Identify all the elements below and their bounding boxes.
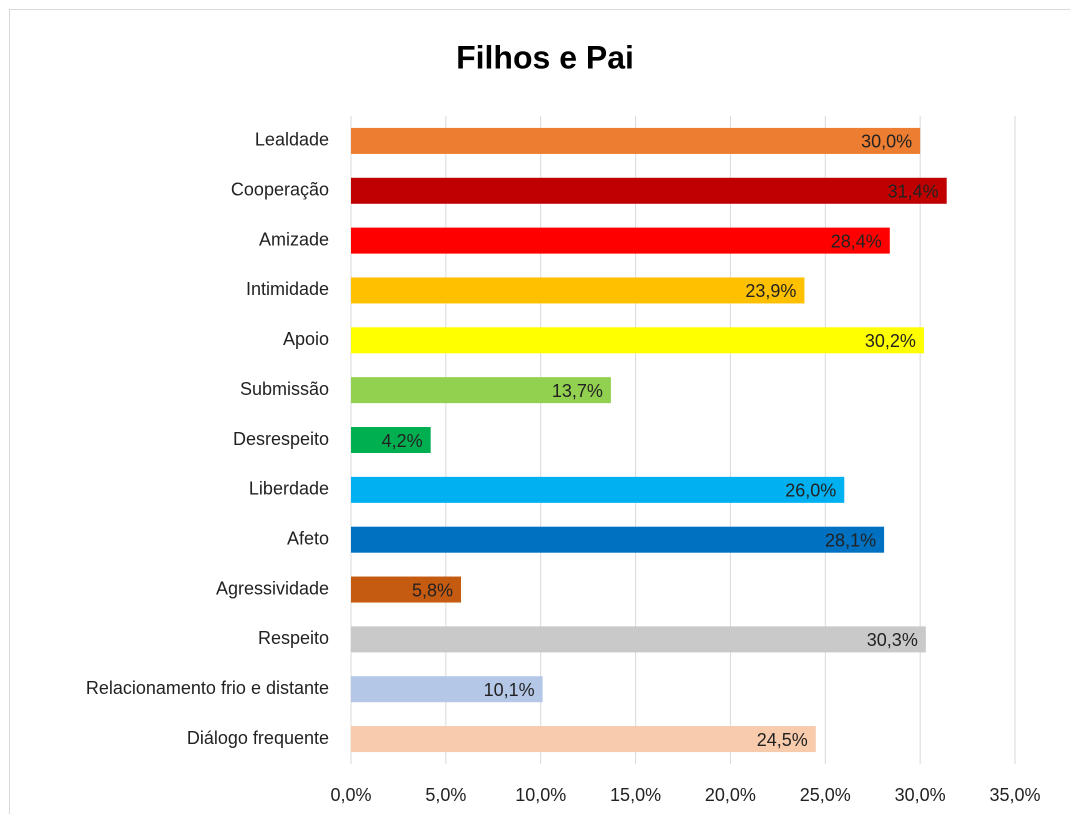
bar	[351, 726, 816, 753]
bar	[351, 676, 543, 703]
y-tick-label: Submissão	[240, 379, 329, 399]
x-tick-label: 35,0%	[989, 785, 1040, 805]
chart-title: Filhos e Pai	[456, 39, 634, 75]
x-tick-label: 5,0%	[425, 785, 466, 805]
y-tick-label: Respeito	[258, 628, 329, 648]
data-label: 5,8%	[412, 580, 453, 600]
data-label: 26,0%	[785, 481, 836, 501]
data-label: 23,9%	[745, 281, 796, 301]
bar	[351, 626, 926, 653]
x-tick-label: 15,0%	[610, 785, 661, 805]
data-label: 31,4%	[888, 182, 939, 202]
y-tick-label: Agressividade	[216, 578, 329, 598]
data-label: 30,2%	[865, 331, 916, 351]
data-label: 13,7%	[552, 381, 603, 401]
y-tick-label: Afeto	[287, 528, 329, 548]
bar	[351, 576, 462, 603]
y-tick-label: Intimidade	[246, 279, 329, 299]
data-label: 28,4%	[831, 231, 882, 251]
x-tick-label: 25,0%	[800, 785, 851, 805]
y-tick-label: Desrespeito	[233, 429, 329, 449]
x-tick-label: 0,0%	[330, 785, 371, 805]
y-tick-label: Liberdade	[249, 479, 329, 499]
bar	[351, 177, 947, 204]
data-label: 30,3%	[867, 630, 918, 650]
data-label: 24,5%	[757, 730, 808, 750]
y-tick-label: Relacionamento frio e distante	[86, 678, 329, 698]
data-label: 30,0%	[861, 132, 912, 152]
bar	[351, 476, 845, 503]
bar	[351, 327, 924, 354]
y-tick-label: Lealdade	[255, 130, 329, 150]
bar	[351, 127, 921, 154]
x-tick-label: 10,0%	[515, 785, 566, 805]
x-tick-label: 30,0%	[895, 785, 946, 805]
bar	[351, 377, 611, 404]
data-label: 28,1%	[825, 530, 876, 550]
y-tick-label: Cooperação	[231, 180, 329, 200]
data-label: 10,1%	[484, 680, 535, 700]
bar	[351, 227, 890, 254]
bar	[351, 277, 805, 304]
y-tick-label: Diálogo frequente	[187, 728, 329, 748]
y-tick-label: Apoio	[283, 329, 329, 349]
y-tick-label: Amizade	[259, 229, 329, 249]
bar	[351, 427, 431, 453]
bar	[351, 526, 885, 553]
data-label: 4,2%	[382, 431, 423, 451]
x-tick-label: 20,0%	[705, 785, 756, 805]
